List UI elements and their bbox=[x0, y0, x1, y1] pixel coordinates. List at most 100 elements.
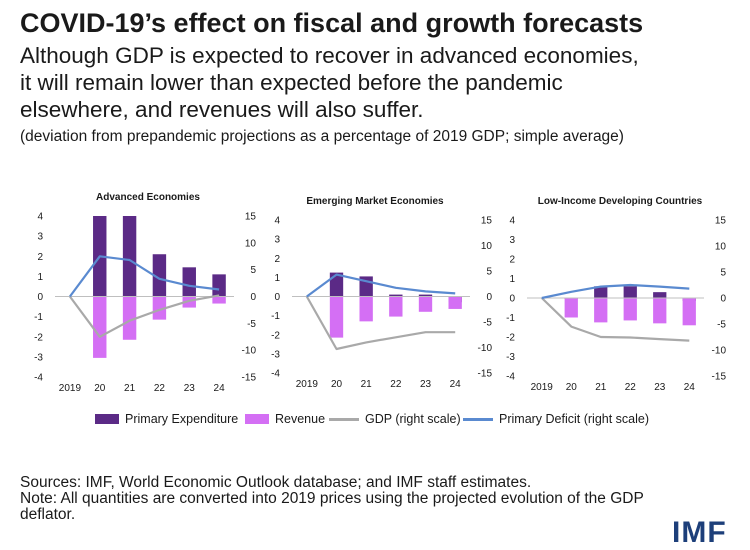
bar-primary-expenditure bbox=[594, 286, 608, 298]
y-tick-label: 1 bbox=[37, 272, 43, 283]
bar-revenue bbox=[93, 296, 107, 358]
chart-title: Emerging Market Economies bbox=[306, 196, 444, 207]
y2-tick-label: 5 bbox=[486, 267, 492, 278]
bar-revenue bbox=[212, 296, 226, 304]
chart-title: Low-Income Developing Countries bbox=[538, 196, 703, 207]
x-tick-label: 2019 bbox=[296, 379, 319, 390]
x-tick-label: 24 bbox=[684, 382, 696, 393]
units-note: (deviation from prepandemic projections … bbox=[20, 128, 624, 145]
y-tick-label: 4 bbox=[274, 216, 280, 227]
bar-revenue bbox=[594, 298, 608, 323]
y2-tick-label: -15 bbox=[478, 369, 493, 380]
y2-tick-label: 10 bbox=[481, 241, 493, 252]
y-tick-label: -2 bbox=[506, 333, 515, 344]
y2-tick-label: -15 bbox=[242, 373, 257, 384]
x-tick-label: 2019 bbox=[531, 382, 554, 393]
subtitle-line: elsewhere, and revenues will also suffer… bbox=[20, 97, 424, 122]
y-tick-label: -1 bbox=[271, 311, 280, 322]
x-tick-label: 20 bbox=[94, 383, 106, 394]
charts-area: Advanced Economies-4-3-2-101234-15-10-50… bbox=[34, 192, 727, 394]
bar-revenue bbox=[564, 298, 578, 318]
y-tick-label: 2 bbox=[37, 252, 43, 263]
y-tick-label: 0 bbox=[274, 292, 280, 303]
y2-tick-label: 15 bbox=[481, 216, 493, 227]
bar-primary-expenditure bbox=[653, 292, 667, 298]
subtitle: Although GDP is expected to recover in a… bbox=[20, 42, 740, 123]
legend-item-deficit: Primary Deficit (right scale) bbox=[463, 412, 649, 426]
y2-tick-label: 15 bbox=[245, 212, 257, 223]
y-tick-label: 1 bbox=[274, 273, 280, 284]
bar-revenue bbox=[359, 296, 373, 322]
y2-tick-label: -10 bbox=[712, 346, 727, 357]
y-tick-label: 3 bbox=[509, 235, 515, 246]
x-tick-label: 21 bbox=[124, 383, 136, 394]
legend-label-expenditure: Primary Expenditure bbox=[125, 412, 239, 426]
line-gdp bbox=[541, 297, 690, 342]
legend-label-revenue: Revenue bbox=[275, 412, 326, 426]
x-tick-label: 20 bbox=[331, 379, 343, 390]
line-primary-deficit bbox=[69, 255, 220, 298]
legend-swatch-deficit bbox=[463, 417, 493, 421]
x-tick-label: 23 bbox=[654, 382, 666, 393]
legend-item-revenue: Revenue bbox=[245, 412, 325, 426]
y-tick-label: -2 bbox=[34, 332, 43, 343]
bar-revenue bbox=[682, 298, 696, 326]
y2-tick-label: -5 bbox=[483, 318, 492, 329]
y2-tick-label: -15 bbox=[712, 372, 727, 383]
x-tick-label: 20 bbox=[566, 382, 578, 393]
legend-label-gdp: GDP (right scale) bbox=[365, 412, 461, 426]
y-tick-label: -3 bbox=[271, 349, 280, 360]
bar-primary-expenditure bbox=[152, 254, 167, 297]
subtitle-line: Although GDP is expected to recover in a… bbox=[20, 43, 639, 68]
bar-revenue bbox=[122, 296, 137, 340]
y-tick-label: -3 bbox=[506, 352, 515, 363]
legend-swatch-expenditure bbox=[95, 414, 119, 424]
y2-tick-label: -10 bbox=[478, 343, 493, 354]
bar-revenue bbox=[389, 296, 403, 317]
legend-swatch-revenue bbox=[245, 414, 269, 424]
y-tick-label: -1 bbox=[506, 313, 515, 324]
y-tick-label: 0 bbox=[37, 292, 43, 303]
bar-revenue bbox=[448, 296, 462, 309]
sources-note: Sources: IMF, World Economic Outlook dat… bbox=[20, 475, 740, 523]
bar-revenue bbox=[152, 296, 167, 320]
legend-item-gdp: GDP (right scale) bbox=[329, 412, 461, 426]
sources-line: Note: All quantities are converted into … bbox=[20, 490, 644, 507]
legend-swatch-gdp bbox=[329, 417, 359, 421]
x-tick-label: 22 bbox=[625, 382, 637, 393]
x-tick-label: 21 bbox=[595, 382, 607, 393]
line-gdp bbox=[305, 295, 456, 351]
y2-tick-label: 10 bbox=[245, 238, 257, 249]
y-tick-label: -4 bbox=[34, 373, 43, 384]
y-tick-label: 3 bbox=[274, 235, 280, 246]
y-tick-label: 2 bbox=[274, 254, 280, 265]
y-tick-label: 1 bbox=[509, 274, 515, 285]
y2-tick-label: 15 bbox=[715, 216, 727, 227]
y2-tick-label: -5 bbox=[247, 319, 256, 330]
line-primary-deficit bbox=[541, 283, 690, 300]
y-tick-label: 2 bbox=[509, 255, 515, 266]
x-tick-label: 22 bbox=[390, 379, 402, 390]
x-tick-label: 23 bbox=[420, 379, 432, 390]
bar-revenue bbox=[418, 296, 433, 312]
y-tick-label: -4 bbox=[506, 372, 515, 383]
y2-tick-label: 0 bbox=[720, 294, 726, 305]
chart-title: Advanced Economies bbox=[96, 192, 200, 203]
legend-item-expenditure: Primary Expenditure bbox=[95, 412, 238, 426]
x-tick-label: 24 bbox=[214, 383, 226, 394]
line-primary-deficit bbox=[306, 273, 456, 298]
x-tick-label: 24 bbox=[450, 379, 462, 390]
y2-tick-label: 0 bbox=[250, 292, 256, 303]
x-tick-label: 23 bbox=[184, 383, 196, 394]
y2-tick-label: -5 bbox=[717, 320, 726, 331]
bar-primary-expenditure bbox=[418, 294, 433, 297]
y2-tick-label: 10 bbox=[715, 242, 727, 253]
y-tick-label: 3 bbox=[37, 232, 43, 243]
bar-revenue bbox=[623, 298, 637, 321]
x-tick-label: 2019 bbox=[59, 383, 82, 394]
bar-primary-expenditure bbox=[122, 216, 137, 297]
bar-revenue bbox=[653, 298, 667, 324]
subtitle-line: it will remain lower than expected befor… bbox=[20, 70, 563, 95]
page-title: COVID-19’s effect on fiscal and growth f… bbox=[20, 8, 644, 38]
y-tick-label: 0 bbox=[509, 294, 515, 305]
